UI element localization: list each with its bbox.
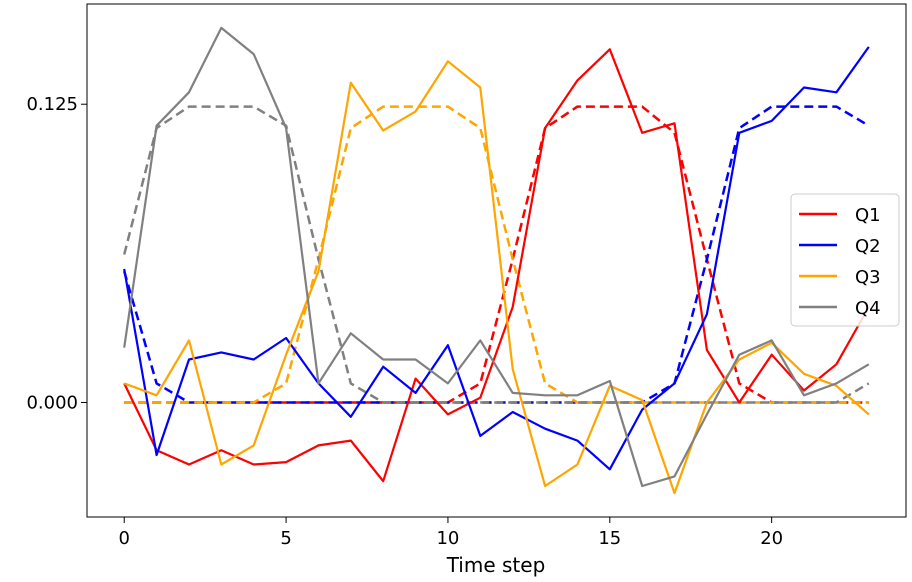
x-tick-label: 0 — [119, 528, 130, 549]
series-line-q4-expected — [122, 105, 870, 404]
series-line-q2 — [123, 46, 870, 471]
series-line-q2-expected — [122, 105, 870, 404]
plot-area-frame — [86, 3, 907, 518]
legend-label-q3: Q3 — [855, 267, 881, 288]
x-tick-label: 20 — [760, 528, 783, 549]
legend-box — [790, 193, 900, 327]
legend: Q1 Q2 Q3 Q4 — [790, 193, 900, 327]
y-tick-label: 0.125 — [26, 94, 78, 115]
x-tick-label: 10 — [436, 528, 459, 549]
x-tick-label: 15 — [598, 528, 621, 549]
series-line-q1 — [123, 48, 870, 483]
series-layer — [122, 26, 870, 495]
x-axis-label: Time step — [446, 553, 546, 577]
x-tick-label: 5 — [280, 528, 291, 549]
legend-label-q4: Q4 — [855, 298, 881, 319]
series-line-q4 — [123, 26, 870, 488]
series-line-q3 — [123, 60, 870, 495]
axis-ticks: 0 5 10 15 20 0.000 0.125 — [26, 94, 783, 549]
legend-label-q2: Q2 — [855, 236, 881, 257]
series-line-q1-expected — [124, 105, 869, 404]
y-tick-label: 0.000 — [26, 392, 78, 413]
series-line-q3-expected — [124, 105, 869, 404]
legend-label-q1: Q1 — [855, 205, 881, 226]
